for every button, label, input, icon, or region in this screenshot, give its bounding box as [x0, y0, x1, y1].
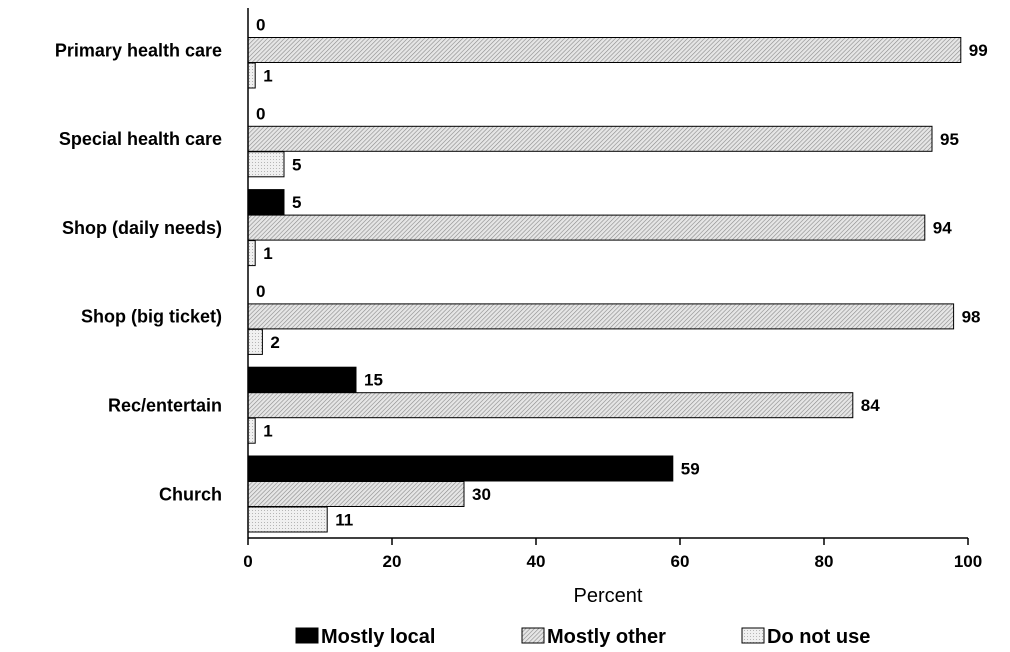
bar: [247, 240, 256, 267]
bar: [247, 455, 674, 482]
bar: [247, 328, 263, 355]
data-label: 99: [969, 41, 988, 60]
legend-swatch: [295, 627, 319, 644]
x-tick-label: 40: [527, 552, 546, 571]
data-label: 5: [292, 155, 301, 174]
bar: [247, 481, 465, 507]
category-label: Special health care: [59, 129, 222, 149]
x-tick-label: 100: [954, 552, 982, 571]
category-label: Rec/entertain: [108, 395, 222, 415]
bar: [247, 214, 926, 241]
bar: [247, 417, 256, 444]
data-label: 2: [270, 333, 279, 352]
data-label: 11: [335, 511, 353, 530]
axes: 0 20 40 60 80 100: [243, 8, 982, 571]
data-label: 98: [962, 307, 981, 326]
x-tick-label: 0: [243, 552, 252, 571]
legend-swatch: [741, 627, 765, 644]
data-label: 5: [292, 193, 301, 212]
legend-label: Mostly other: [547, 626, 666, 648]
x-tick-label: 80: [815, 552, 834, 571]
x-tick-label: 20: [383, 552, 402, 571]
data-label: 0: [256, 16, 265, 35]
category-labels: Primary health care Special health care Sh…: [55, 40, 222, 504]
data-label: 59: [681, 460, 700, 479]
category-label: Shop (big ticket): [81, 307, 222, 327]
bar: [247, 506, 328, 533]
legend: Mostly local Mostly other Do not use: [295, 626, 870, 648]
data-label: 95: [940, 130, 959, 149]
data-label: 1: [263, 244, 272, 263]
data-label: 15: [364, 371, 383, 390]
data-label: 1: [263, 67, 272, 86]
data-label: 94: [933, 219, 952, 238]
data-label: 84: [861, 396, 880, 415]
data-label: 30: [472, 485, 491, 504]
bar: [247, 62, 256, 89]
bar: [247, 151, 285, 178]
category-label: Shop (daily needs): [62, 218, 222, 238]
category-label: Primary health care: [55, 40, 222, 60]
bar: [247, 303, 955, 330]
bar: [247, 366, 357, 393]
data-label: 0: [256, 104, 265, 123]
bar: [247, 37, 962, 63]
legend-label: Do not use: [767, 626, 870, 648]
legend-swatch: [521, 627, 545, 644]
legend-label: Mostly local: [321, 626, 435, 648]
x-tick-label: 60: [671, 552, 690, 571]
data-label: 0: [256, 282, 265, 301]
data-label: 1: [263, 422, 272, 441]
bar: [247, 189, 285, 216]
bar: [247, 125, 933, 152]
x-axis-title: Percent: [574, 585, 643, 607]
category-label: Church: [159, 484, 222, 504]
bar: [247, 392, 854, 419]
bars: 0 99 1 0 95 5 5 94 1 0 98 2 15 84 1 59 30 11: [247, 16, 988, 533]
